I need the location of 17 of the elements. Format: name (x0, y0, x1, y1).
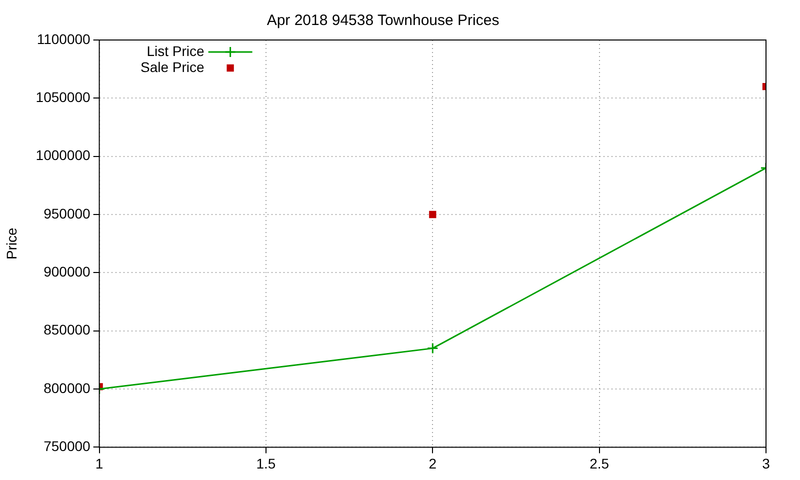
y-tick-label: 1100000 (36, 30, 91, 47)
x-tick-label: 1 (95, 455, 104, 472)
y-tick-label: 800000 (44, 380, 91, 396)
y-tick-label: 900000 (44, 264, 91, 280)
y-tick-label: 1000000 (36, 147, 91, 164)
x-tick-label: 2.5 (590, 455, 610, 472)
x-tick-label: 2 (428, 455, 437, 472)
y-axis-title: Price (3, 227, 20, 260)
chart-title: Apr 2018 94538 Townhouse Prices (266, 12, 500, 30)
legend-label: Sale Price (140, 58, 205, 75)
x-tick-label: 1.5 (256, 455, 276, 472)
x-tick-label: 3 (762, 455, 770, 472)
y-tick-label: 850000 (44, 322, 91, 338)
y-tick-label: 1050000 (36, 89, 91, 106)
legend-label: List Price (146, 42, 205, 59)
y-tick-label: 950000 (44, 205, 91, 222)
y-tick-label: 750000 (44, 438, 91, 454)
